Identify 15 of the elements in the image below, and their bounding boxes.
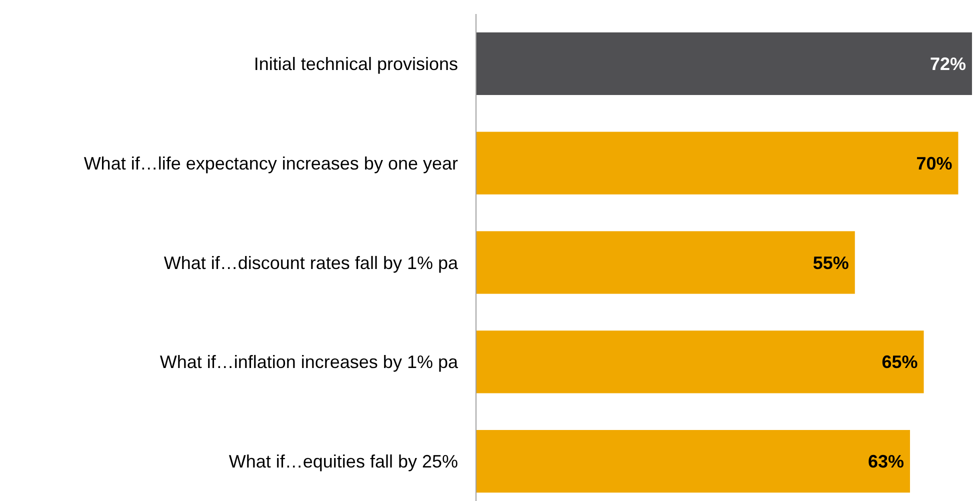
y-tick-label: What if…equities fall by 25% bbox=[228, 452, 458, 472]
data-label: 65% bbox=[882, 352, 918, 372]
data-label: 63% bbox=[868, 452, 904, 472]
y-tick-label: What if…life expectancy increases by one year bbox=[84, 153, 458, 174]
data-label: 55% bbox=[812, 252, 849, 273]
data-label: 70% bbox=[916, 153, 952, 174]
y-tick-label: What if…discount rates fall by 1% pa bbox=[164, 252, 459, 273]
bar bbox=[476, 132, 958, 194]
bar bbox=[476, 330, 924, 394]
y-tick-label: Initial technical provisions bbox=[254, 54, 458, 74]
bar bbox=[476, 231, 855, 294]
data-label: 72% bbox=[930, 54, 966, 74]
bar bbox=[476, 430, 910, 493]
y-tick-label: What if…inflation increases by 1% pa bbox=[160, 352, 459, 372]
bar bbox=[476, 32, 972, 96]
